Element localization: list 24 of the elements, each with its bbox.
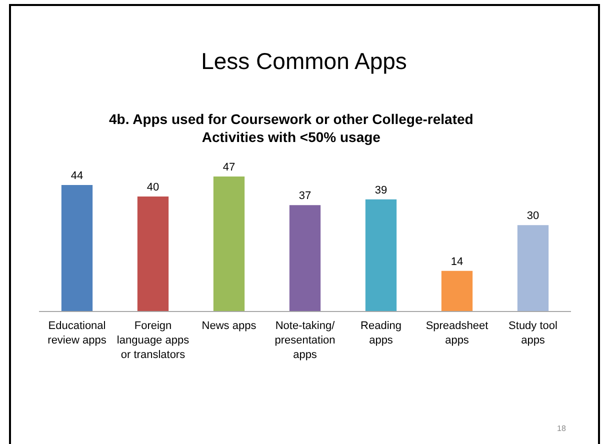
data-label: 39 — [374, 184, 388, 196]
chart-title: Less Common Apps — [201, 48, 407, 74]
x-tick-label: Study tool apps — [508, 320, 558, 346]
bar — [137, 196, 169, 311]
data-label: 30 — [526, 210, 540, 222]
data-label: 14 — [450, 256, 464, 268]
x-tick-label: Foreign language apps or translators — [116, 320, 190, 361]
bar — [213, 176, 245, 311]
bar — [441, 270, 473, 311]
x-tick-label: Reading apps — [360, 320, 402, 346]
data-label: 44 — [70, 170, 84, 182]
bar — [517, 225, 549, 311]
x-tick-label: Spreadsheet apps — [426, 320, 488, 346]
data-label: 37 — [298, 190, 312, 202]
x-tick-label: News apps — [202, 320, 257, 332]
x-tick-label: Educational review apps — [48, 320, 107, 346]
data-label: 47 — [222, 161, 236, 174]
x-tick-label: Note-taking/ presentation apps — [274, 320, 336, 361]
chart-subtitle: 4b. Apps used for Coursework or other College-related Activities with <50% usage — [109, 111, 474, 146]
text: 18 — [557, 424, 566, 433]
bar — [61, 185, 93, 311]
data-label: 40 — [146, 181, 160, 194]
bar — [365, 199, 397, 311]
bar — [289, 205, 321, 311]
